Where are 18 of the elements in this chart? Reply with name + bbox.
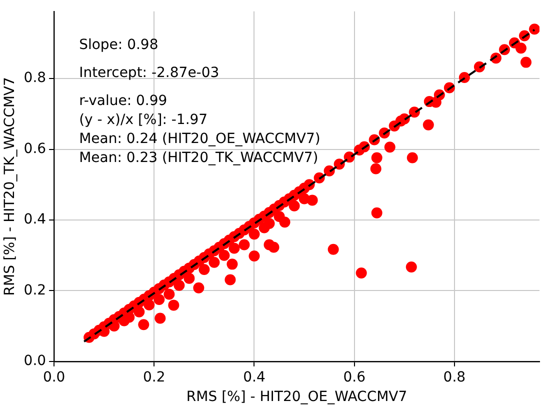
annotation: Mean: 0.24 (HIT20_OE_WACCMV7)	[79, 131, 320, 148]
y-tick-label: 0.6	[24, 140, 46, 157]
x-tick-label: 0.2	[143, 369, 166, 386]
x-tick-label: 0.0	[42, 369, 66, 386]
x-axis-title: RMS [%] - HIT20_OE_WACCMV7	[186, 389, 408, 406]
annotation: Mean: 0.23 (HIT20_TK_WACCMV7)	[79, 150, 318, 166]
y-tick-label: 0.4	[24, 212, 46, 228]
y-tick-label: 0.0	[24, 353, 46, 370]
y-tick-label: 0.8	[24, 70, 46, 86]
annotation: Slope: 0.98	[79, 37, 158, 54]
annotation: (y - x)/x [%]: -1.97	[79, 112, 208, 128]
x-tick-label: 0.4	[243, 369, 266, 386]
annotation: Intercept: -2.87e-03	[79, 65, 220, 82]
y-axis-title: RMS [%] - HIT20_TK_WACCMV7	[2, 77, 18, 296]
y-tick-label: 0.2	[24, 282, 46, 298]
annotation: r-value: 0.99	[79, 93, 168, 110]
x-tick-label: 0.8	[443, 369, 466, 386]
x-tick-label: 0.6	[343, 369, 366, 386]
